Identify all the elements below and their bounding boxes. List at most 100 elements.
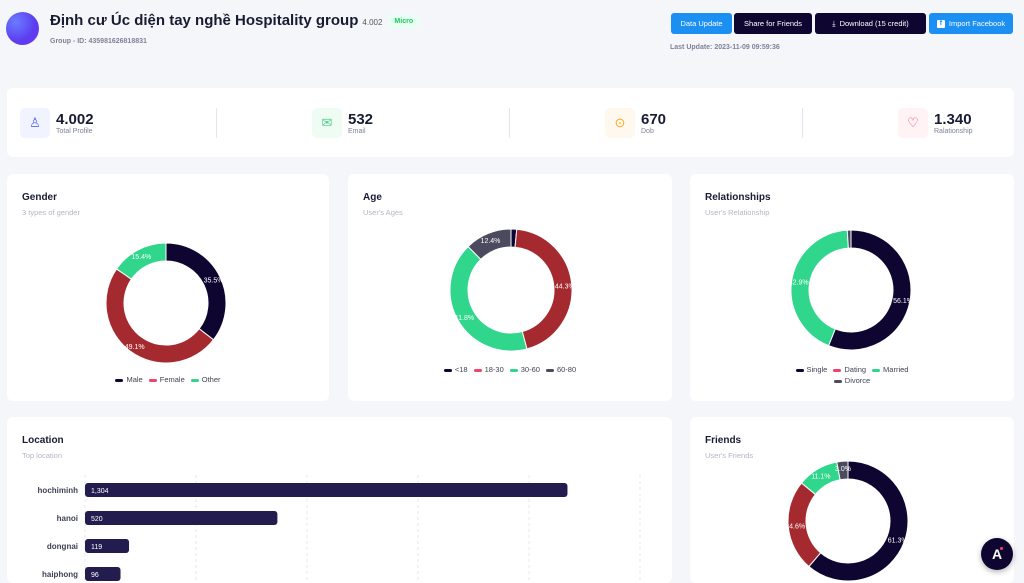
location-pin-icon: ⊙ <box>605 108 635 138</box>
stat-label: Email <box>348 128 366 135</box>
group-avatar <box>6 12 39 45</box>
legend-item[interactable]: 18-30 <box>473 365 504 374</box>
stat-value: 1.340 <box>934 111 972 128</box>
slice-label: 44.3% <box>555 283 575 290</box>
chart-legend: Male Female Other <box>7 374 329 385</box>
slice-label: 42.9% <box>789 280 809 287</box>
slice-Female[interactable] <box>105 268 215 364</box>
slice-18-30[interactable] <box>514 228 573 350</box>
slice-Single[interactable] <box>827 229 912 351</box>
stat-dob: ⊙ 670 Dob <box>605 108 666 138</box>
legend-label: Dating <box>844 365 867 374</box>
age-card: Age User's Ages 44.3% 41.8% 12.4% <18 18-30 30-… <box>348 174 672 401</box>
legend-item[interactable]: 60-80 <box>545 365 577 374</box>
location-card: Location Top location 1,304 hochiminh 520 han… <box>7 417 672 583</box>
legend-label: Male <box>126 375 143 384</box>
legend-label: Married <box>883 365 909 374</box>
slice-3[interactable] <box>836 460 849 481</box>
share-button[interactable]: Share for Friends <box>734 13 812 34</box>
chart-legend: <18 18-30 30-60 60-80 <box>348 364 672 375</box>
bar-haiphong[interactable] <box>85 567 121 581</box>
chart-title: Relationships <box>705 192 771 203</box>
slice-Divorce[interactable] <box>846 229 852 249</box>
user-icon: ♙ <box>20 108 50 138</box>
friends-donut: 61.3% 24.6% 11.1% 3.0% <box>785 460 909 582</box>
hearts-icon: ♡ <box>898 108 928 138</box>
legend-label: 18-30 <box>484 365 504 374</box>
legend-label: <18 <box>454 365 468 374</box>
page-title: Định cư Úc diện tay nghề Hospitality gro… <box>50 12 420 29</box>
slice-Other[interactable] <box>115 242 167 280</box>
legend-item[interactable]: Male <box>115 375 143 384</box>
category-label: hochiminh <box>38 486 79 495</box>
stat-value: 670 <box>641 111 667 128</box>
chart-subtitle: Top location <box>22 451 63 460</box>
data-update-button[interactable]: Data Update <box>671 13 732 34</box>
share-label: Share for Friends <box>744 19 802 28</box>
import-facebook-button[interactable]: f Import Facebook <box>929 13 1013 34</box>
legend-item[interactable]: Single <box>795 365 827 374</box>
import-facebook-label: Import Facebook <box>948 19 1006 28</box>
slice-Married[interactable] <box>790 229 849 347</box>
slice-60-80[interactable] <box>467 228 512 261</box>
legend-swatch <box>509 368 518 372</box>
chart-title: Location <box>22 435 64 446</box>
download-button[interactable]: ⤓ Download (15 credit) <box>815 13 926 34</box>
stat-label: Dob <box>641 128 654 135</box>
bar-hochiminh[interactable] <box>85 483 568 497</box>
legend-item[interactable]: 30-60 <box>509 365 540 374</box>
chart-title: Age <box>363 192 382 203</box>
stat-value: 532 <box>348 111 374 128</box>
stat-total-profile: ♙ 4.002 Total Profile <box>20 108 94 138</box>
assistant-button[interactable]: A <box>981 538 1013 570</box>
legend-swatch <box>473 368 482 372</box>
legend-item[interactable]: Divorce <box>833 376 871 385</box>
group-size-badge: Micro <box>388 14 420 28</box>
slice-0[interactable] <box>808 460 909 582</box>
legend-item[interactable]: Other <box>190 375 221 384</box>
bar-value-label: 119 <box>91 544 102 551</box>
legend-item[interactable]: Dating <box>833 365 866 374</box>
slice-label: 15.4% <box>131 254 151 261</box>
slice-label: 61.3% <box>888 537 908 544</box>
stat-email: ✉ 532 Email <box>312 108 373 138</box>
legend-swatch <box>872 368 881 372</box>
bar-value-label: 1,304 <box>91 488 109 495</box>
assistant-logo: A <box>991 546 1003 562</box>
slice-30-60[interactable] <box>449 245 528 352</box>
friends-card: Friends User's Friends 61.3% 24.6% 11.1% 3.0% <box>690 417 1014 583</box>
legend-item[interactable]: <18 <box>443 365 468 374</box>
legend-swatch <box>833 379 842 383</box>
legend-item[interactable]: Married <box>872 365 908 374</box>
stat-label: Ralationship <box>934 128 973 135</box>
stats-card <box>7 88 1014 157</box>
chart-subtitle: User's Friends <box>705 451 754 460</box>
divider <box>509 108 510 138</box>
legend-swatch <box>190 378 199 382</box>
legend-item[interactable]: Female <box>148 375 185 384</box>
email-icon: ✉ <box>312 108 342 138</box>
slice-label: 3.0% <box>835 466 851 473</box>
relationships-card: Relationships User's Relationship 56.1% 42.… <box>690 174 1014 401</box>
notification-dot <box>1000 547 1003 550</box>
stat-value: 4.002 <box>56 111 94 128</box>
bar-dongnai[interactable] <box>85 539 130 553</box>
legend-label: Divorce <box>844 376 871 385</box>
chart-title: Friends <box>705 435 742 446</box>
category-label: haiphong <box>42 570 78 579</box>
stat-label: Total Profile <box>56 128 93 135</box>
legend-swatch <box>833 368 842 372</box>
data-update-label: Data Update <box>680 19 723 28</box>
chart-subtitle: 3 types of gender <box>22 208 80 217</box>
slice-Male[interactable] <box>165 242 227 341</box>
divider <box>216 108 217 138</box>
relationships-donut: 56.1% 42.9% <box>789 229 913 351</box>
legend-label: 60-80 <box>556 365 577 374</box>
slice-label: 11.1% <box>811 473 830 480</box>
stat-ralationship: ♡ 1.340 Ralationship <box>898 108 973 138</box>
legend-swatch <box>443 368 452 372</box>
category-label: hanoi <box>57 514 78 523</box>
legend-swatch <box>795 368 804 372</box>
bar-hanoi[interactable] <box>85 511 278 525</box>
legend-swatch <box>148 378 157 382</box>
